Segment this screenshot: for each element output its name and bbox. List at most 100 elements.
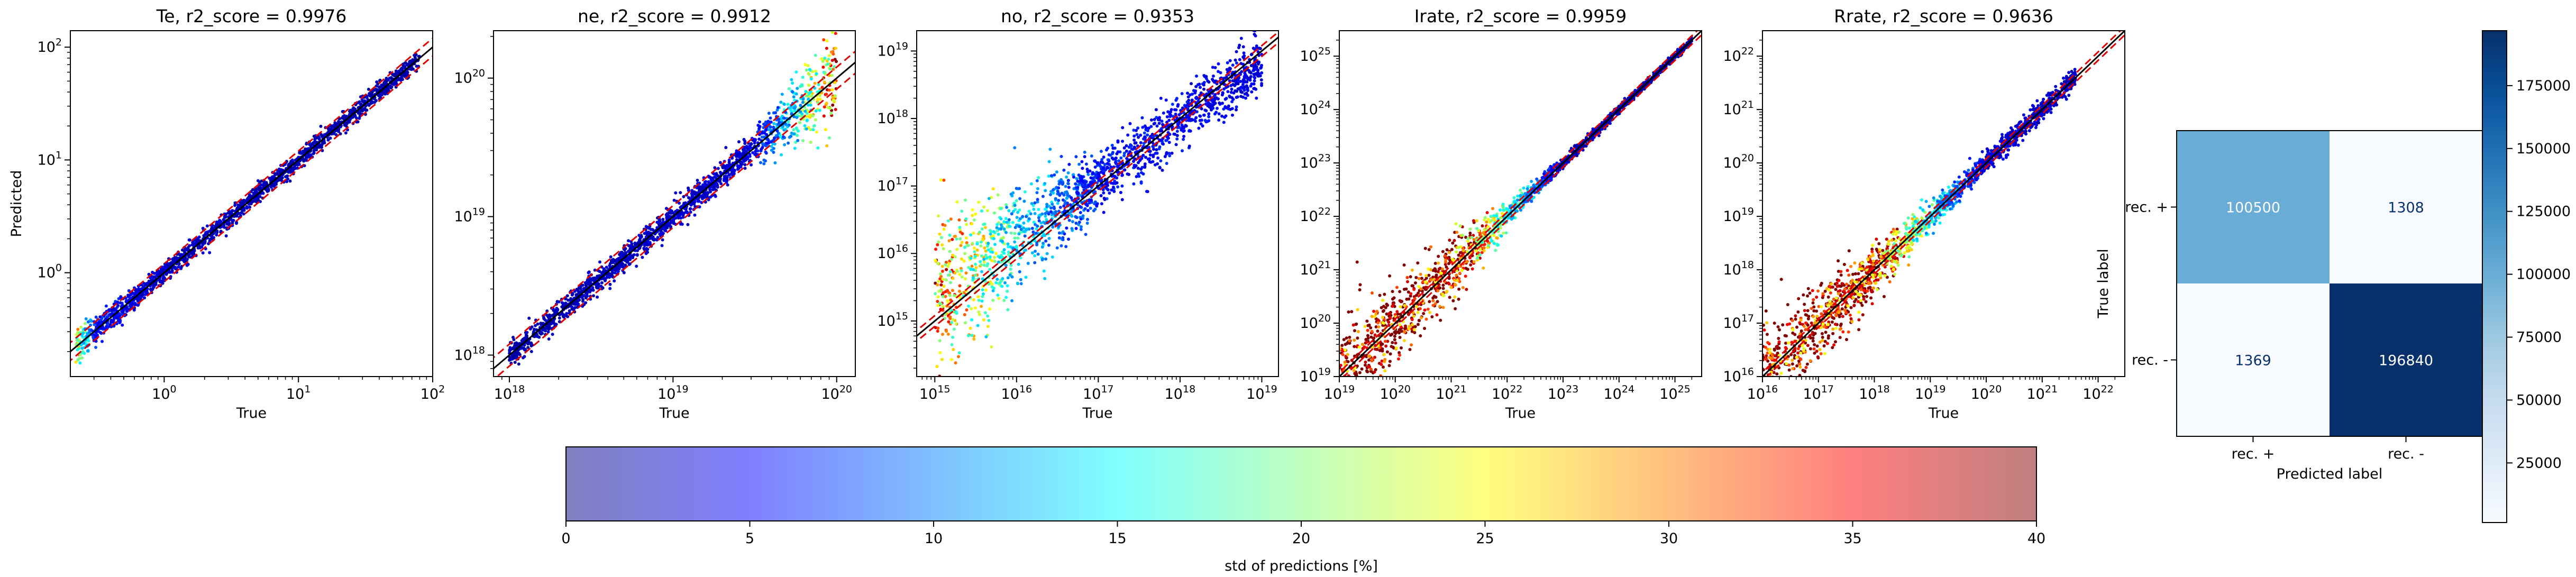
scatter-point — [715, 173, 718, 177]
scatter-point — [1208, 95, 1212, 98]
scatter-point — [661, 238, 664, 242]
scatter-point — [1110, 188, 1113, 192]
scatter-point — [672, 198, 676, 202]
scatter-point — [1088, 169, 1092, 173]
scatter-point — [972, 337, 976, 341]
scatter-point — [772, 151, 775, 154]
scatter-point — [727, 173, 731, 177]
scatter-point — [1029, 182, 1033, 186]
scatter-point — [319, 133, 323, 136]
scatter-point — [938, 301, 942, 305]
scatter-point — [702, 195, 706, 199]
scatter-point — [697, 185, 700, 189]
scatter-point — [780, 153, 783, 157]
scatter-point — [942, 227, 946, 231]
scatter-point — [1194, 101, 1198, 105]
scatter-point — [773, 136, 776, 140]
scatter-point — [950, 358, 953, 361]
scatter-point — [584, 291, 588, 295]
scatter-point — [730, 171, 734, 175]
scatter-point — [945, 329, 948, 333]
scatter-point — [1070, 214, 1074, 218]
scatter-point — [983, 226, 987, 230]
scatter-point — [622, 271, 626, 274]
scatter-point — [793, 106, 796, 110]
scatter-point — [989, 232, 992, 236]
scatter-point — [799, 104, 802, 107]
scatter-point — [692, 202, 696, 206]
scatter-point — [635, 253, 639, 257]
scatter-point — [1016, 236, 1020, 240]
scatter-point — [989, 246, 993, 250]
scatter-point — [287, 170, 290, 174]
scatter-point — [1019, 282, 1023, 286]
scatter-point — [1244, 96, 1247, 100]
scatter-point — [1013, 204, 1017, 207]
scatter-point — [805, 68, 808, 72]
scatter-point — [1018, 252, 1021, 255]
scatter-point — [759, 161, 762, 164]
scatter-point — [313, 148, 316, 152]
panel-title: ne, r2_score = 0.9912 — [578, 6, 771, 26]
scatter-point — [1119, 156, 1123, 160]
scatter-point — [805, 94, 808, 98]
scatter-point — [948, 291, 952, 295]
scatter-point — [1080, 225, 1083, 228]
scatter-point — [1121, 140, 1125, 143]
scatter-point — [702, 191, 706, 195]
scatter-point — [830, 31, 834, 34]
scatter-point — [809, 141, 812, 144]
scatter-point — [1002, 251, 1006, 255]
scatter-point — [980, 263, 983, 267]
scatter-point — [946, 299, 949, 303]
scatter-point — [646, 251, 650, 254]
scatter-point — [1009, 268, 1012, 271]
scatter-point — [812, 124, 816, 127]
scatter-point — [829, 112, 833, 115]
scatter-point — [1085, 222, 1089, 225]
scatter-point — [1091, 171, 1094, 175]
scatter-point — [587, 278, 591, 281]
scatter-point — [830, 74, 834, 77]
scatter-point — [796, 139, 800, 142]
scatter-point — [984, 253, 988, 257]
scatter-point — [1143, 166, 1147, 169]
scatter-point — [769, 125, 772, 129]
scatter-point — [973, 218, 976, 222]
scatter-point — [938, 351, 942, 354]
scatter-point — [1043, 234, 1047, 237]
scatter-point — [620, 251, 624, 254]
scatter-point — [1139, 180, 1143, 184]
scatter-point — [604, 269, 608, 272]
scatter-point — [1003, 281, 1007, 285]
scatter-point — [374, 99, 378, 103]
scatter-point — [1066, 182, 1070, 186]
scatter-point — [984, 335, 988, 338]
scatter-point — [767, 112, 771, 115]
scatter-point — [972, 298, 975, 301]
scatter-point — [958, 237, 962, 241]
scatter-point — [1025, 215, 1028, 218]
scatter-point — [998, 281, 1002, 285]
scatter-point — [1036, 187, 1039, 190]
scatter-point — [776, 106, 780, 109]
scatter-point — [200, 245, 204, 249]
scatter-point — [1017, 232, 1021, 236]
scatter-point — [937, 240, 940, 244]
scatter-point — [992, 237, 995, 241]
scatter-point — [1006, 289, 1009, 293]
axes-frame — [70, 30, 433, 377]
scatter-point — [285, 180, 289, 184]
scatter-point — [1223, 97, 1227, 101]
scatter-point — [397, 77, 400, 80]
scatter-point — [991, 298, 995, 302]
scatter-point — [222, 223, 226, 227]
scatter-point — [974, 212, 978, 216]
scatter-point — [286, 177, 289, 181]
scatter-point — [1037, 219, 1041, 223]
scatter-point — [951, 237, 954, 241]
scatter-point — [934, 292, 937, 296]
scatter-point — [799, 110, 802, 114]
scatter-point — [988, 255, 992, 259]
x-tick-label: 100 — [152, 383, 176, 402]
